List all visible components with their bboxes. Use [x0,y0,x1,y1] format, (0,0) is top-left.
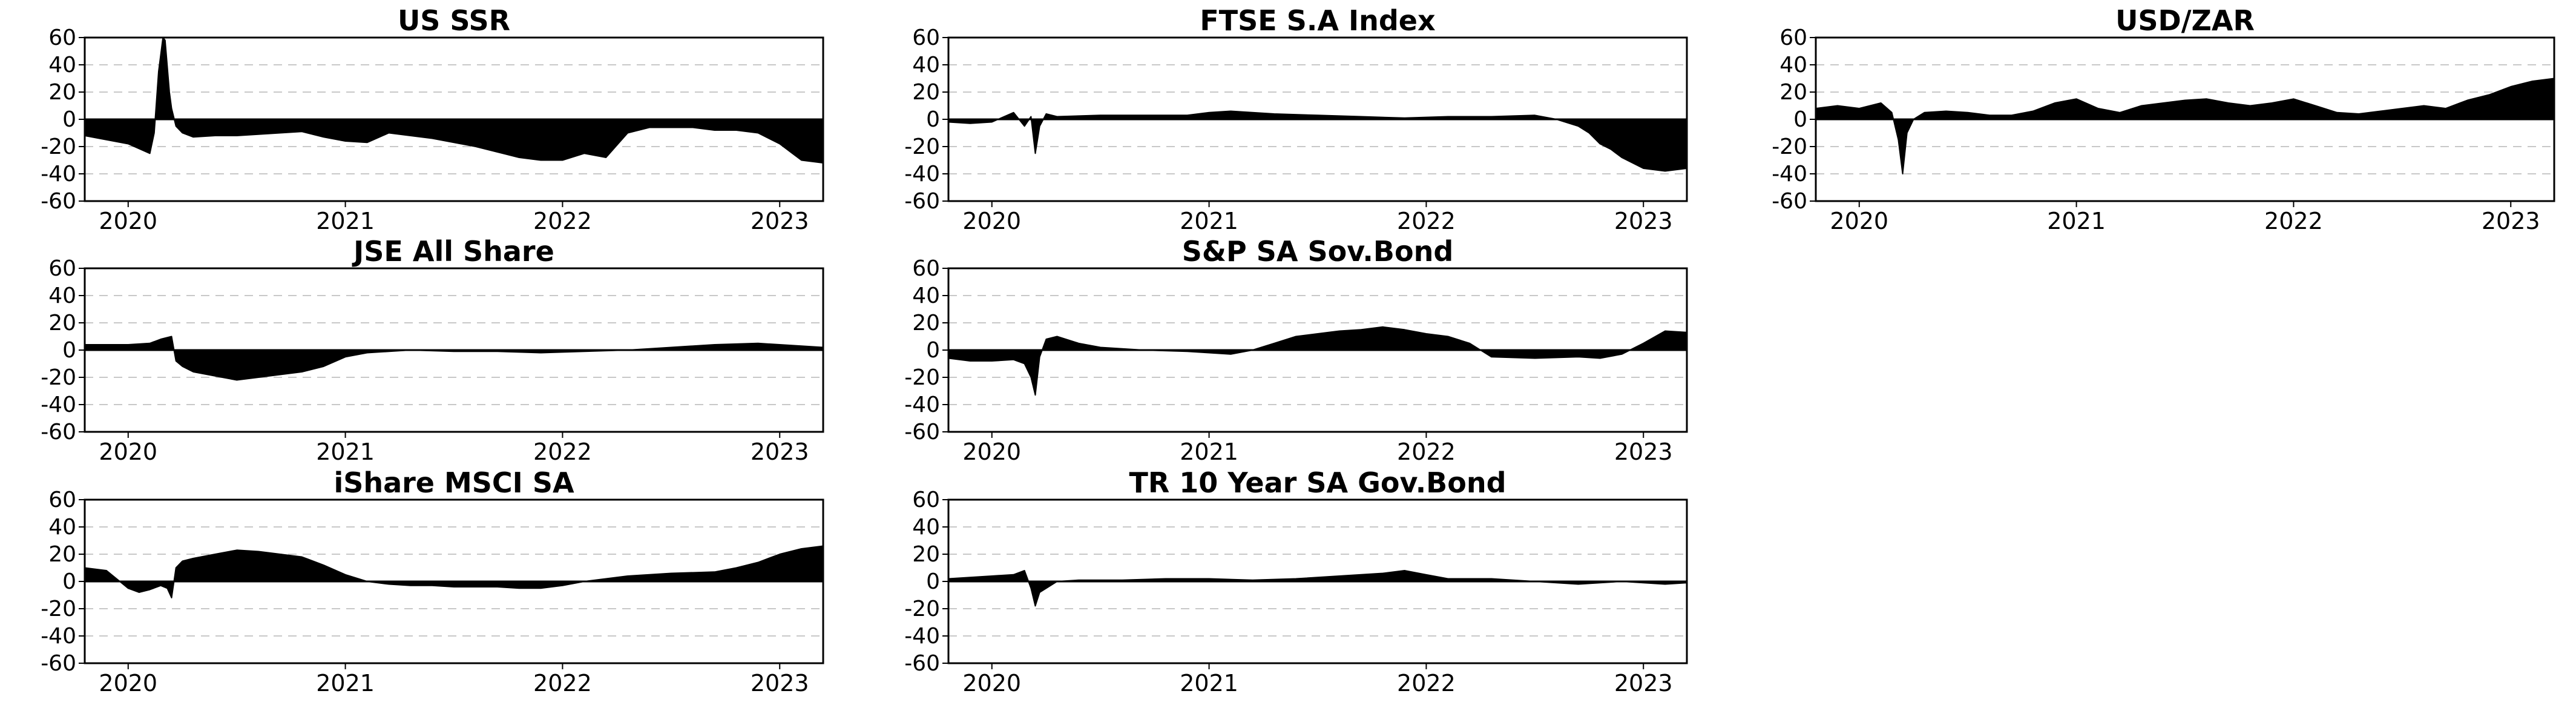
y-tick-label: -20 [41,365,76,390]
panel-title: JSE All Share [352,235,554,268]
y-tick-label: 20 [48,311,76,336]
y-tick-label: -40 [904,392,940,417]
x-tick-label: 2022 [1397,208,1456,234]
y-tick-label: 40 [1779,53,1807,78]
y-tick-label: -20 [904,134,940,159]
x-tick-label: 2022 [2264,208,2323,234]
x-tick-label: 2021 [316,670,375,697]
y-tick-label: 60 [912,25,940,50]
y-tick-label: 40 [912,515,940,540]
x-tick-label: 2020 [962,439,1021,465]
panel-title: US SSR [398,4,510,37]
y-tick-label: 20 [1779,80,1807,105]
x-tick-label: 2023 [1614,208,1673,234]
x-tick-label: 2023 [751,439,809,465]
panel-title: iShare MSCI SA [334,466,574,499]
y-tick-label: 60 [912,488,940,512]
panel-title: FTSE S.A Index [1200,4,1435,37]
x-tick-label: 2021 [1180,670,1238,697]
y-tick-label: 40 [48,515,76,540]
y-tick-label: 0 [62,107,76,132]
y-tick-label: -40 [41,392,76,417]
y-tick-label: -40 [41,162,76,187]
x-tick-label: 2022 [533,208,592,234]
y-tick-label: 0 [62,338,76,363]
y-tick-label: -20 [904,365,940,390]
y-tick-label: 0 [926,569,940,594]
x-tick-label: 2022 [1397,439,1456,465]
y-tick-label: 60 [48,25,76,50]
series-area [84,37,824,164]
y-tick-label: 40 [912,283,940,308]
x-tick-label: 2020 [962,208,1021,234]
y-tick-label: 20 [912,311,940,336]
x-tick-label: 2020 [1830,208,1888,234]
y-tick-label: -60 [41,189,76,214]
x-tick-label: 2021 [316,439,375,465]
y-tick-label: 60 [1779,25,1807,50]
y-tick-label: -20 [41,597,76,621]
y-tick-label: -60 [41,420,76,445]
y-tick-label: 40 [912,53,940,78]
x-tick-label: 2021 [1180,439,1238,465]
y-tick-label: 0 [62,569,76,594]
y-tick-label: -40 [904,624,940,649]
series-area [84,545,824,598]
x-tick-label: 2023 [751,208,809,234]
y-tick-label: 0 [926,107,940,132]
y-tick-label: -60 [1772,189,1807,214]
y-tick-label: 60 [48,488,76,512]
x-tick-label: 2020 [962,670,1021,697]
series-area [948,326,1687,396]
x-tick-label: 2021 [316,208,375,234]
y-tick-label: -60 [41,651,76,676]
y-tick-label: 20 [48,80,76,105]
x-tick-label: 2023 [751,670,809,697]
y-tick-label: -60 [904,651,940,676]
y-tick-label: -60 [904,420,940,445]
x-tick-label: 2022 [533,439,592,465]
x-tick-label: 2020 [99,208,157,234]
y-tick-label: 20 [48,542,76,567]
series-area [948,570,1687,607]
x-tick-label: 2023 [2482,208,2540,234]
y-tick-label: -20 [904,597,940,621]
y-tick-label: -40 [904,162,940,187]
x-tick-label: 2020 [99,439,157,465]
y-tick-label: -40 [41,624,76,649]
y-tick-label: 20 [912,542,940,567]
y-tick-label: 0 [926,338,940,363]
y-tick-label: 60 [912,256,940,281]
panel-title: S&P SA Sov.Bond [1182,235,1454,268]
x-tick-label: 2020 [99,670,157,697]
series-area [1815,78,2555,174]
y-tick-label: -40 [1772,162,1807,187]
x-tick-label: 2022 [1397,670,1456,697]
x-tick-label: 2023 [1614,439,1673,465]
y-tick-label: -20 [1772,134,1807,159]
y-tick-label: -60 [904,189,940,214]
panel-title: TR 10 Year SA Gov.Bond [1129,466,1506,499]
panel-title: USD/ZAR [2115,4,2255,37]
x-tick-label: 2023 [1614,670,1673,697]
x-tick-label: 2021 [1180,208,1238,234]
y-tick-label: 0 [1793,107,1807,132]
x-tick-label: 2021 [2047,208,2106,234]
y-tick-label: 60 [48,256,76,281]
series-area [84,336,824,381]
y-tick-label: -20 [41,134,76,159]
y-tick-label: 20 [912,80,940,105]
y-tick-label: 40 [48,53,76,78]
x-tick-label: 2022 [533,670,592,697]
y-tick-label: 40 [48,283,76,308]
